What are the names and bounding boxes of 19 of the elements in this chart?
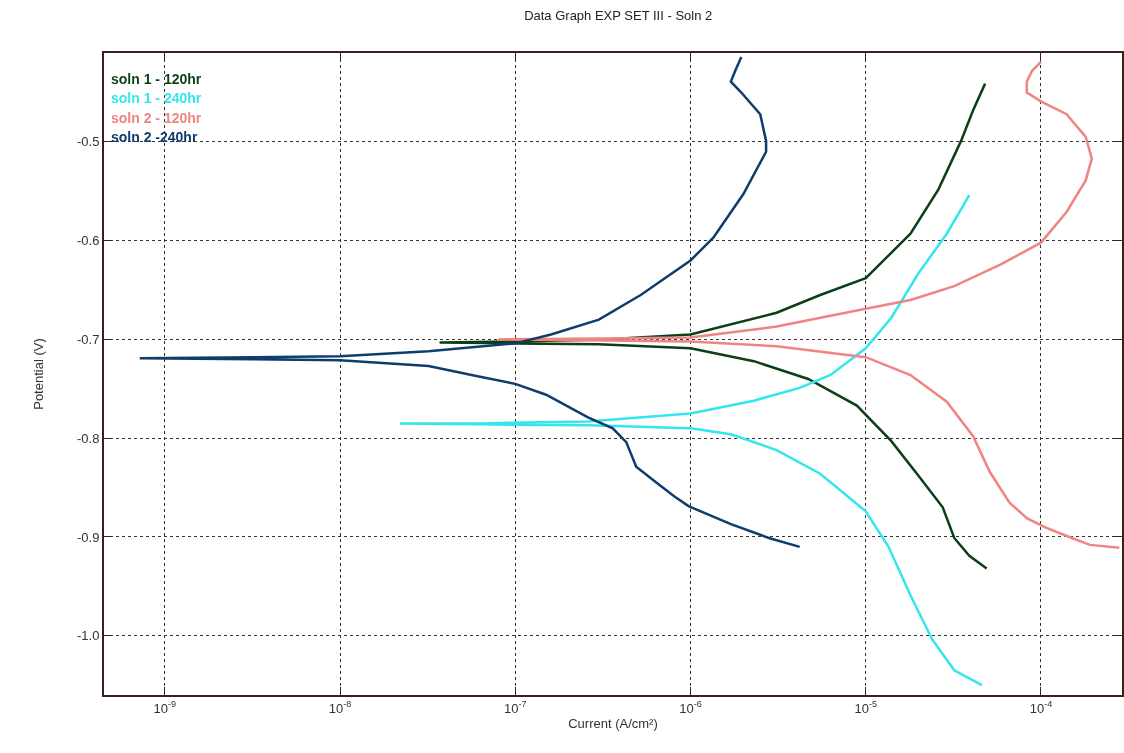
y-tick-label: -0.6 xyxy=(76,233,100,249)
y-tick-label: -0.5 xyxy=(76,134,100,150)
x-tick-label: 10$^{-6}$ xyxy=(679,699,702,716)
x-axis-title: Current (A/cm²) xyxy=(568,715,658,731)
x-tick-label: 10$^{-7}$ xyxy=(503,699,527,716)
text: soln 2 - 120hr xyxy=(111,110,202,126)
y-axis-title: Potential (V) xyxy=(31,338,47,410)
text: soln 1 - 240hr xyxy=(111,90,202,106)
x-tick-label: 10$^{-4}$ xyxy=(1029,699,1053,716)
y-tick-label: -0.9 xyxy=(76,529,100,545)
y-tick-label: -0.8 xyxy=(76,430,100,446)
x-tick-label: 10$^{-8}$ xyxy=(328,699,352,716)
x-tick-label: 10$^{-9}$ xyxy=(153,699,177,716)
text: soln 1 - 120hr xyxy=(111,71,202,87)
x-tick-label: 10$^{-5}$ xyxy=(854,699,878,716)
y-tick-label: -0.7 xyxy=(76,331,100,347)
text: soln 2 -240hr xyxy=(111,129,198,145)
chart-title: Data Graph EXP SET III - Soln 2 xyxy=(524,8,713,24)
y-tick-label: -1.0 xyxy=(76,628,100,644)
